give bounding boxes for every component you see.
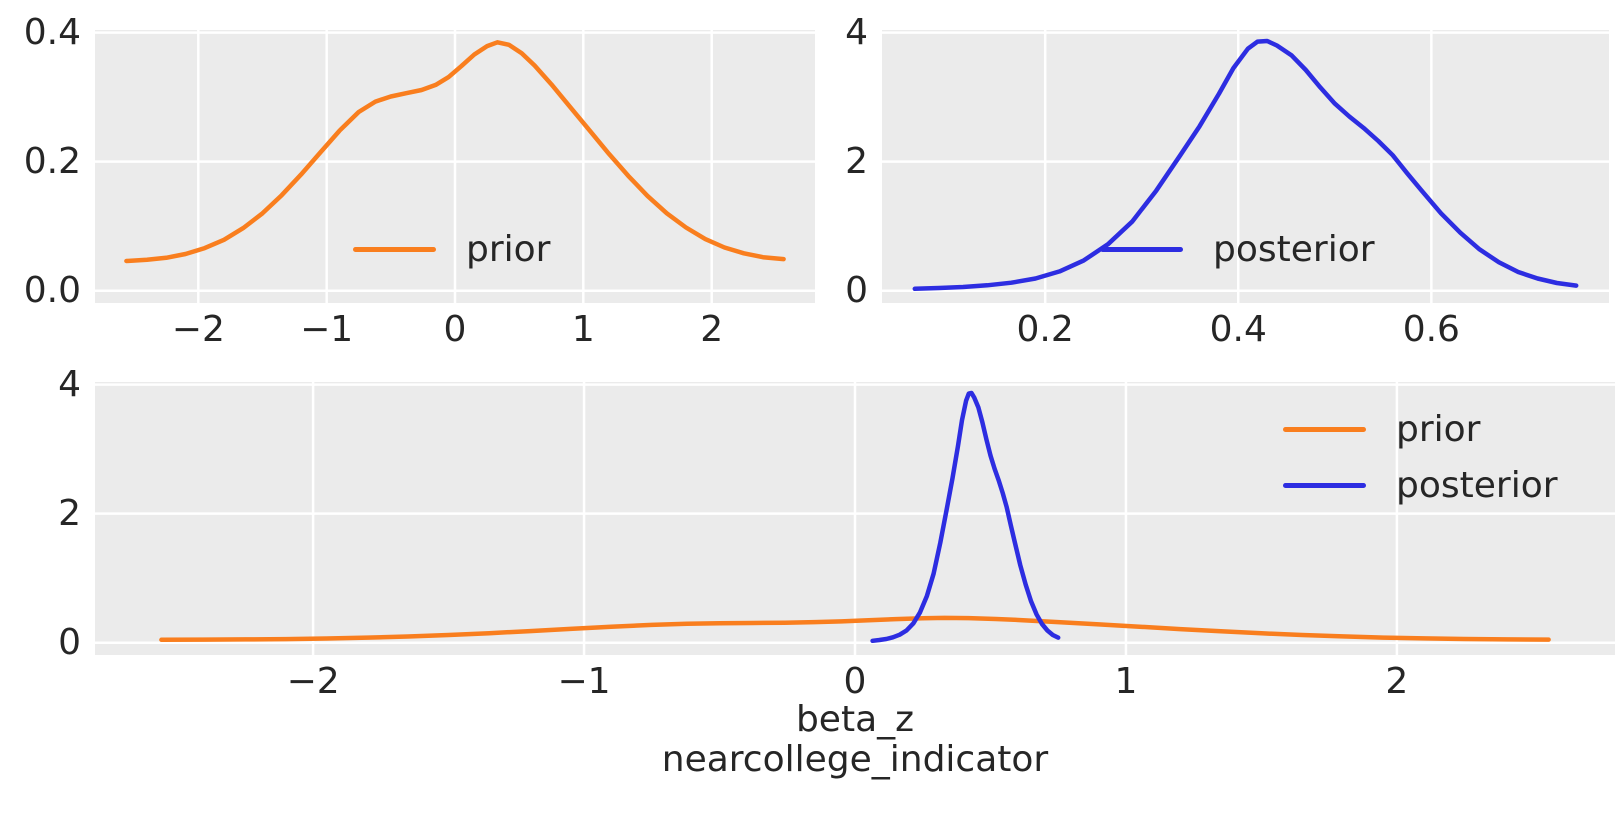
x-tick-label: 0 [443,309,467,350]
legend-entry-prior: prior [353,228,550,270]
legend-line-sample-prior [1283,426,1366,432]
x-tick-label: 2 [700,309,724,350]
x-tick-label: 0.2 [1016,309,1074,350]
x-axis-label-line2: nearcollege_indicator [661,739,1049,780]
legend-label-posterior: posterior [1396,464,1558,506]
x-axis-label: beta_z nearcollege_indicator [95,700,1615,780]
overlay-y-tick-labels: 0 2 4 [0,365,81,662]
legend-line-sample-posterior [1283,482,1366,488]
prior-y-tick-labels: 0.0 0.2 0.4 [0,13,81,310]
y-tick-label: 0.4 [23,11,81,53]
y-tick-label: 2 [845,140,868,182]
legend-line-sample-prior [353,246,436,252]
posterior-y-tick-labels: 0 2 4 [778,13,868,310]
x-tick-label: 0.4 [1209,309,1267,350]
subplot-overlay: 0 2 4 −2 −1 0 1 2 prior posterior [58,365,1615,701]
prior-curve [159,615,1551,643]
x-tick-label: −2 [286,661,340,702]
prior-x-tick-labels: −2 −1 0 1 2 [95,310,815,356]
posterior-curve [912,38,1579,292]
legend-label-posterior: posterior [1213,228,1375,270]
posterior-curve [870,390,1061,644]
x-tick-label: −2 [171,309,225,350]
subplot-prior: 0.0 0.2 0.4 −2 −1 0 1 2 prior [24,13,815,349]
y-tick-label: 0.2 [23,140,81,182]
x-tick-label: 0.6 [1402,309,1460,350]
x-tick-label: 1 [1114,661,1138,702]
legend-entry-prior: prior [1283,408,1558,450]
prior-marginal-canvas [95,30,815,303]
x-tick-label: 1 [571,309,595,350]
y-tick-label: 4 [58,363,81,405]
y-tick-label: 4 [845,11,868,53]
y-tick-label: 0 [845,269,868,311]
posterior-marginal-canvas [882,30,1609,303]
subplot-posterior: 0 2 4 0.2 0.4 0.6 posterior [845,13,1609,349]
legend-line-sample-posterior [1100,246,1183,252]
x-tick-label: −1 [557,661,611,702]
x-axis-label-line1: beta_z [795,699,915,740]
prior-curve [124,40,786,264]
x-tick-label: 0 [843,661,867,702]
y-tick-label: 0 [58,621,81,663]
overlay-x-tick-labels: −2 −1 0 1 2 [95,662,1615,708]
prior-legend: prior [353,228,550,270]
posterior-x-tick-labels: 0.2 0.4 0.6 [882,310,1609,356]
x-tick-label: 2 [1385,661,1409,702]
legend-label-prior: prior [1396,408,1481,450]
y-tick-label: 0.0 [23,269,81,311]
legend-entry-posterior: posterior [1283,464,1558,506]
y-tick-label: 2 [58,492,81,534]
x-tick-label: −1 [300,309,354,350]
prior-posterior-overlay-canvas [95,382,1615,655]
posterior-plot-area [882,30,1609,303]
legend-label-prior: prior [466,228,551,270]
posterior-legend: posterior [1100,228,1375,270]
legend-entry-posterior: posterior [1100,228,1375,270]
prior-plot-area [95,30,815,303]
overlay-legend: prior posterior [1283,408,1558,520]
